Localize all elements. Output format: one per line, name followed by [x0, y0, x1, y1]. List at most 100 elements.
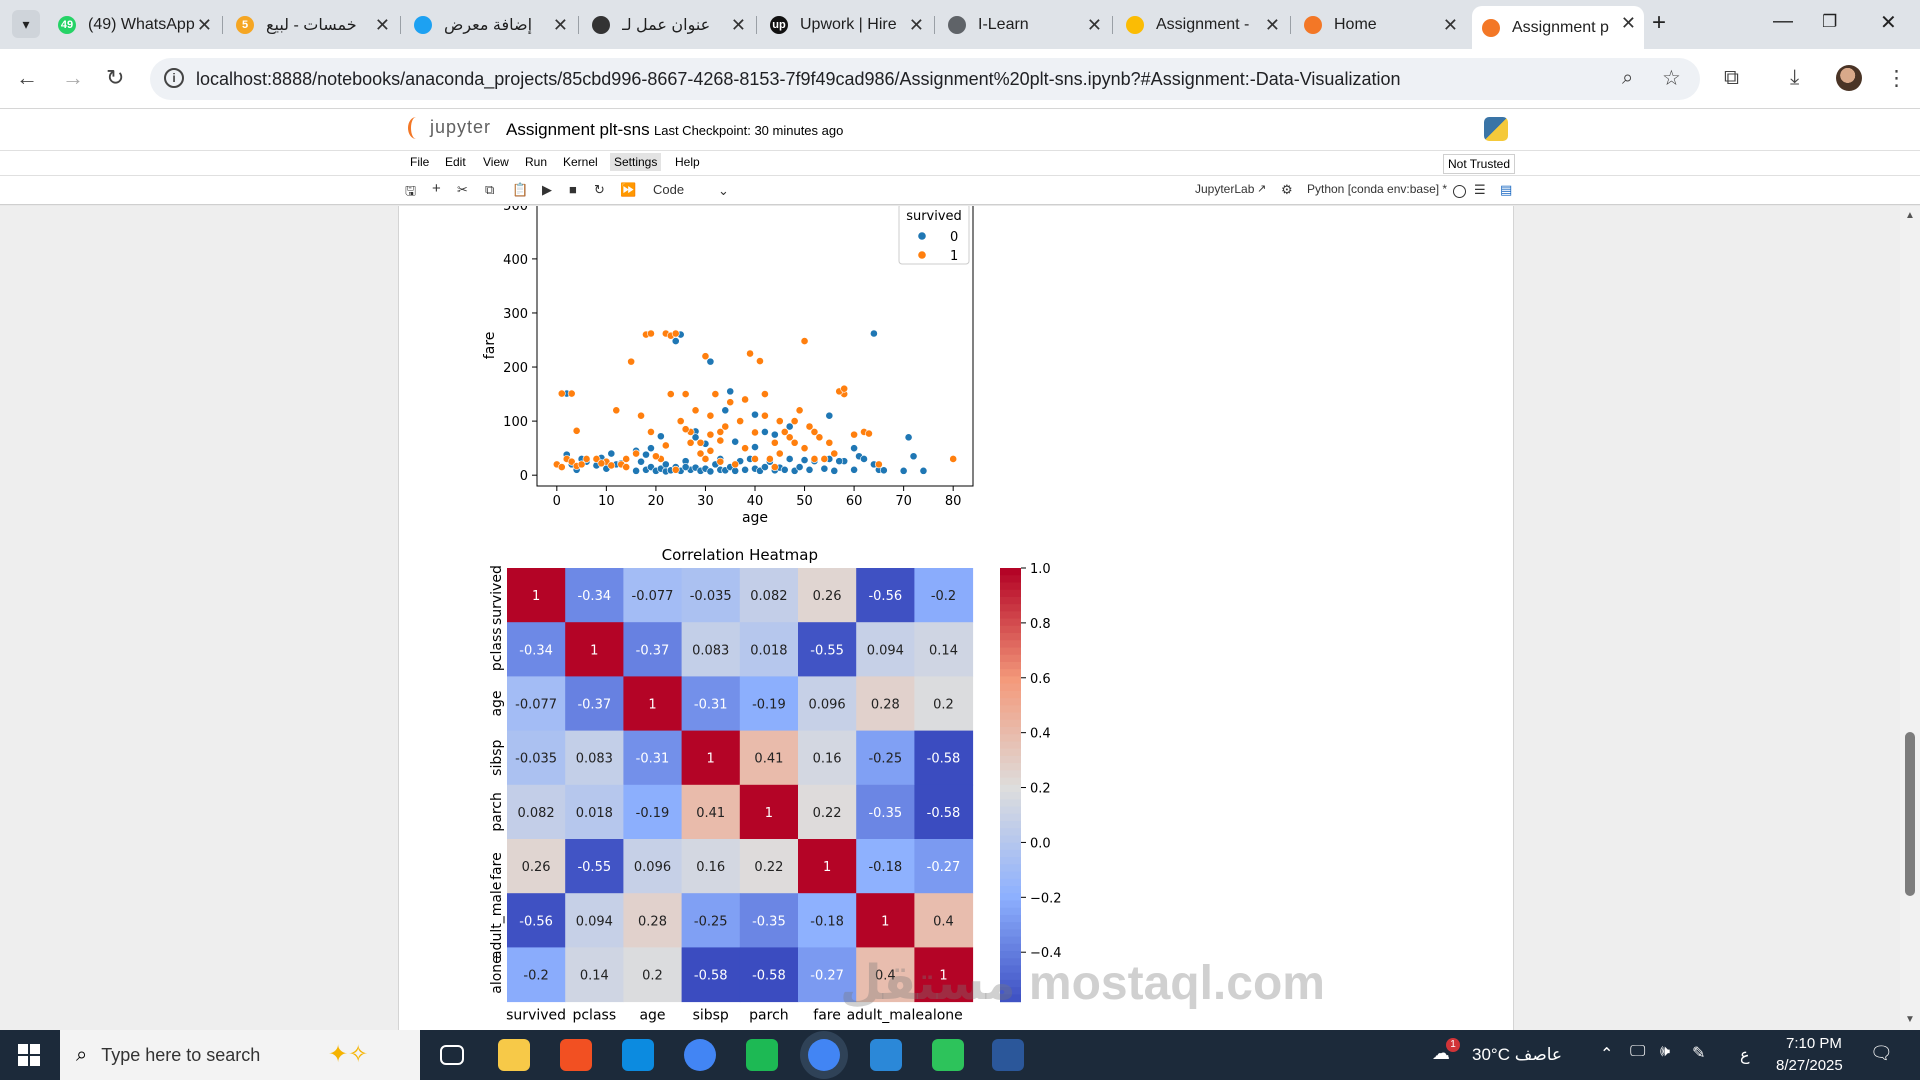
chevron-up-icon[interactable]: ⌃	[1600, 1046, 1614, 1063]
spinner-app-icon[interactable]	[932, 1039, 964, 1071]
close-window-icon[interactable]: ✕	[1880, 12, 1897, 34]
notebook-name[interactable]: Assignment plt-sns	[506, 120, 650, 139]
cut-icon[interactable]: ✂	[457, 182, 468, 197]
clock-time[interactable]: 7:10 PM	[1786, 1035, 1842, 1052]
url-text[interactable]: localhost:8888/notebooks/anaconda_projec…	[196, 69, 1401, 89]
scroll-up-icon[interactable]: ▲	[1905, 210, 1915, 221]
jupyter-logo[interactable]: jupyter	[408, 117, 491, 140]
edge-icon[interactable]	[622, 1039, 654, 1071]
tab-close-icon[interactable]: ✕	[196, 15, 212, 35]
tab-close-icon[interactable]: ✕	[552, 15, 568, 35]
network-icon[interactable]: 🖵	[1630, 1043, 1646, 1060]
chrome-icon[interactable]	[684, 1039, 716, 1071]
scatter-point-1	[652, 452, 660, 461]
restore-icon[interactable]: ❐	[1822, 12, 1838, 31]
address-bar[interactable]: i localhost:8888/notebooks/anaconda_proj…	[150, 58, 1700, 100]
browser-tab[interactable]: Assignment - ✕	[1116, 8, 1288, 42]
copy-icon[interactable]: ⧉	[485, 182, 495, 197]
menu-help[interactable]: Help	[675, 155, 700, 169]
tab-separator	[578, 16, 579, 34]
weather-badge: 1	[1446, 1038, 1460, 1052]
minimize-icon[interactable]: —	[1773, 10, 1793, 32]
word-icon[interactable]	[992, 1039, 1024, 1071]
cell-type-select[interactable]: Code	[653, 182, 685, 197]
input-language[interactable]: ع	[1740, 1047, 1750, 1064]
tab-close-icon[interactable]: ✕	[1086, 15, 1102, 35]
heatmap-cell	[914, 568, 974, 623]
paste-icon[interactable]: 📋	[512, 182, 529, 197]
page-scrollbar[interactable]: ▲ ▼	[1900, 206, 1920, 1030]
heatmap-cell	[739, 730, 799, 786]
tab-close-icon[interactable]: ✕	[1442, 15, 1458, 35]
scrollbar-thumb[interactable]	[1905, 732, 1915, 896]
scatter-point-0	[860, 455, 868, 463]
browser-tab[interactable]: up Upwork | Hire ✕	[760, 8, 932, 42]
scatter-point-1	[637, 411, 645, 420]
browser-tab[interactable]: Home ✕	[1294, 8, 1466, 42]
menu-run[interactable]: Run	[525, 155, 548, 169]
extensions-icon[interactable]: ⧉	[1724, 66, 1739, 89]
store-icon[interactable]	[560, 1039, 592, 1071]
menu-edit[interactable]: Edit	[445, 155, 466, 169]
scatter-point-1	[949, 455, 958, 463]
task-view-icon[interactable]	[440, 1045, 464, 1065]
chrome-profile-icon[interactable]	[808, 1039, 840, 1071]
jupyterlab-link[interactable]: JupyterLab	[1195, 182, 1255, 196]
tab-search-button[interactable]: ▾	[12, 10, 40, 38]
tab-close-icon[interactable]: ✕	[908, 15, 924, 35]
clock-date[interactable]: 8/27/2025	[1776, 1057, 1843, 1074]
run-icon[interactable]: ▶	[542, 182, 552, 197]
forward-icon[interactable]: →	[62, 65, 84, 90]
scroll-down-icon[interactable]: ▼	[1905, 1014, 1915, 1025]
pen-icon[interactable]: ✎	[1692, 1045, 1706, 1062]
browser-menu-icon[interactable]: ⋮	[1886, 67, 1907, 90]
windows-start-icon[interactable]	[18, 1044, 40, 1066]
browser-tab[interactable]: عنوان عمل لـ ✕	[582, 8, 754, 42]
notification-icon[interactable]: 🗨	[1870, 1043, 1893, 1063]
browser-tab[interactable]: 49 (49) WhatsApp ✕	[48, 8, 220, 42]
new-tab-button[interactable]: +	[1652, 9, 1667, 36]
download-icon[interactable]: ⤓	[1790, 66, 1800, 89]
tab-close-icon[interactable]: ✕	[1620, 13, 1636, 33]
file-explorer-icon[interactable]	[498, 1039, 530, 1071]
restart-run-all-icon[interactable]: ⏩	[620, 182, 637, 197]
y-tick-label: 200	[503, 361, 528, 376]
volume-icon[interactable]: 🕪	[1660, 1043, 1671, 1060]
trust-indicator[interactable]: Not Trusted	[1443, 154, 1516, 174]
reload-icon[interactable]: ↻	[106, 65, 125, 90]
save-icon[interactable]: 🖫	[405, 183, 417, 198]
colorbar-segment	[1000, 625, 1021, 634]
menu-file[interactable]: File	[410, 155, 430, 169]
menu-settings[interactable]: Settings	[610, 153, 662, 171]
kernel-name[interactable]: Python [conda env:base] *	[1307, 182, 1448, 196]
menu-kernel[interactable]: Kernel	[563, 155, 598, 169]
back-icon[interactable]: ←	[16, 65, 38, 90]
weather-icon[interactable]: ☁	[1432, 1043, 1450, 1063]
gear-icon[interactable]: ⚙	[1281, 182, 1293, 197]
spotify-icon[interactable]	[746, 1039, 778, 1071]
list-icon[interactable]: ☰	[1474, 182, 1486, 197]
interrupt-icon[interactable]: ■	[569, 182, 577, 197]
tab-close-icon[interactable]: ✕	[374, 15, 390, 35]
tab-close-icon[interactable]: ✕	[1264, 15, 1280, 35]
chevron-down-icon[interactable]: ⌄	[718, 183, 729, 198]
profile-avatar[interactable]	[1836, 65, 1862, 91]
zoom-icon[interactable]: ⌕	[1622, 67, 1634, 89]
site-info-icon[interactable]: i	[164, 68, 184, 88]
menu-view[interactable]: View	[483, 155, 509, 169]
restart-icon[interactable]: ↻	[594, 182, 605, 197]
search-placeholder[interactable]: Type here to search	[101, 1044, 261, 1065]
insert-cell-icon[interactable]: +	[432, 180, 441, 197]
browser-tab[interactable]: إضافة معرض ✕	[404, 8, 576, 42]
sidebar-toggle-icon[interactable]: ▤	[1500, 182, 1513, 197]
tab-title: Assignment p	[1512, 18, 1609, 36]
browser-tab[interactable]: I-Learn ✕	[938, 8, 1110, 42]
paint-icon[interactable]	[870, 1039, 902, 1071]
tab-close-icon[interactable]: ✕	[730, 15, 746, 35]
weather-text[interactable]: 30°C عاصف	[1472, 1045, 1563, 1064]
taskbar-search[interactable]: ⌕ Type here to search ✦✧	[60, 1030, 420, 1080]
browser-tab[interactable]: Assignment p ✕	[1472, 6, 1644, 49]
scatter-point-1	[701, 352, 710, 361]
bookmark-star-icon[interactable]: ☆	[1662, 67, 1681, 90]
browser-tab[interactable]: 5 خمسات - لبيع ✕	[226, 8, 398, 42]
